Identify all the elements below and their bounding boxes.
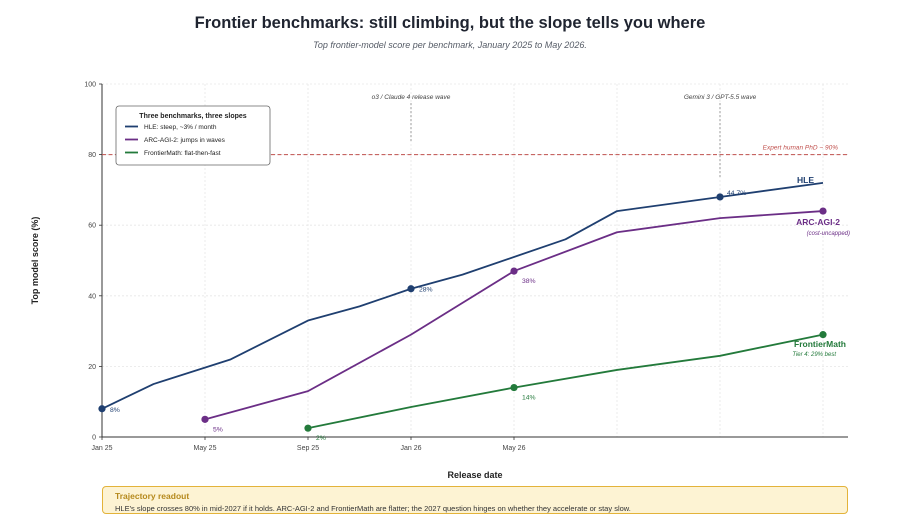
y-tick-label: 60: [88, 223, 96, 230]
trajectory-readout: Trajectory readout HLE's slope crosses 8…: [102, 486, 848, 514]
x-tick-label: Jan 26: [400, 445, 421, 452]
legend-box: [115, 105, 271, 166]
legend-entry-label: FrontierMath: flat-then-fast: [144, 150, 221, 157]
fm-end-label: FrontierMath: [794, 339, 846, 349]
annotation-label: Gemini 3 / GPT-5.5 wave: [684, 94, 757, 101]
arc-point-label: 5%: [213, 426, 223, 433]
annotation-label: o3 / Claude 4 release wave: [372, 94, 451, 101]
y-tick-label: 100: [84, 82, 96, 89]
arc-data-point: [819, 207, 827, 215]
hle-point-label: 8%: [110, 407, 120, 414]
fm-data-point: [819, 331, 827, 339]
y-tick-label: 0: [92, 435, 96, 442]
arc-end-label: ARC-AGI-2: [796, 217, 840, 227]
arc-end-sublabel: (cost-uncapped): [807, 231, 850, 237]
legend-title: Three benchmarks, three slopes: [139, 113, 246, 120]
hle-point-label: 44.7%: [727, 190, 746, 197]
y-tick-label: 40: [88, 293, 96, 300]
fm-series-line: [307, 333, 824, 430]
x-tick-label: May 25: [194, 445, 217, 452]
x-tick-label: Sep 25: [297, 445, 319, 452]
x-tick-label: Jan 25: [91, 445, 112, 452]
reference-line-label: Expert human PhD ~ 90%: [763, 145, 839, 152]
y-tick-label: 20: [88, 364, 96, 371]
page-title: Frontier benchmarks: still climbing, but…: [194, 14, 706, 32]
arc-data-point: [510, 267, 518, 275]
arc-data-point: [201, 415, 209, 423]
y-axis-label: Top model score (%): [30, 217, 40, 305]
hle-data-point: [407, 285, 415, 293]
page-subtitle: Top frontier-model score per benchmark, …: [313, 40, 587, 50]
fm-data-point: [304, 424, 312, 432]
hle-point-label: 28%: [419, 287, 433, 294]
fm-data-point: [510, 383, 518, 392]
fm-end-sublabel: Tier 4: 29% best: [792, 352, 836, 358]
readout-text: HLE's slope crosses 80% in mid-2027 if i…: [115, 504, 631, 513]
readout-title: Trajectory readout: [115, 491, 190, 501]
legend-entry-label: ARC-AGI-2: jumps in waves: [144, 137, 226, 144]
fm-point-label: 14%: [522, 395, 536, 402]
hle-data-point: [98, 405, 106, 413]
hle-data-point: [716, 193, 724, 201]
arc-point-label: 38%: [522, 278, 536, 285]
fm-point-label: 2%: [316, 435, 326, 442]
y-tick-label: 80: [88, 152, 96, 159]
legend-entry-label: HLE: steep, ~3% / month: [144, 124, 217, 131]
benchmark-line-chart: 0 20 40 60 80 100 Jan 25 May 25 Sep 25 Jan 26 May …: [30, 82, 850, 481]
x-axis-label: Release date: [447, 470, 502, 480]
x-tick-label: May 26: [503, 445, 526, 452]
hle-end-label: HLE: [797, 175, 814, 185]
